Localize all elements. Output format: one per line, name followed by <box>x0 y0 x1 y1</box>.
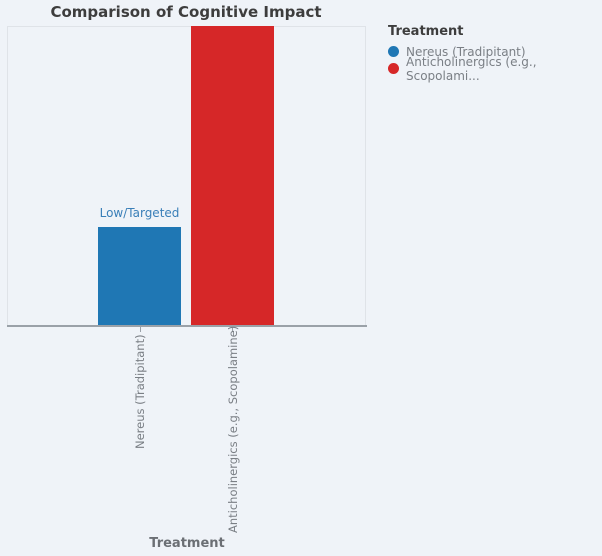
x-tick-label-anticholinergics: Anticholinergics (e.g., Scopolamine) <box>226 325 240 533</box>
x-tick-anticholinergics <box>232 327 233 332</box>
x-tick-label-nereus: Nereus (Tradipitant) <box>133 334 147 449</box>
legend-marker-red-icon <box>388 63 399 74</box>
x-axis-title: Treatment <box>149 536 225 551</box>
legend-item-anticholinergics[interactable]: Anticholinergics (e.g., Scopolami... <box>388 55 602 83</box>
legend-label: Anticholinergics (e.g., Scopolami... <box>406 54 537 83</box>
bar-anticholinergics[interactable] <box>191 26 274 326</box>
plot-area <box>7 26 366 326</box>
legend-marker-blue-icon <box>388 46 399 57</box>
bar-label-nereus: Low/Targeted <box>99 206 180 220</box>
x-tick-nereus <box>140 327 141 332</box>
bar-nereus[interactable] <box>98 227 181 326</box>
x-axis-line <box>7 325 367 327</box>
chart-title: Comparison of Cognitive Impact <box>50 3 322 21</box>
legend-label: Nereus (Tradipitant) <box>406 44 526 59</box>
legend: Treatment Nereus (Tradipitant) Anticholi… <box>388 24 602 83</box>
legend-item-nereus[interactable]: Nereus (Tradipitant) <box>388 43 602 60</box>
legend-title: Treatment <box>388 24 464 39</box>
